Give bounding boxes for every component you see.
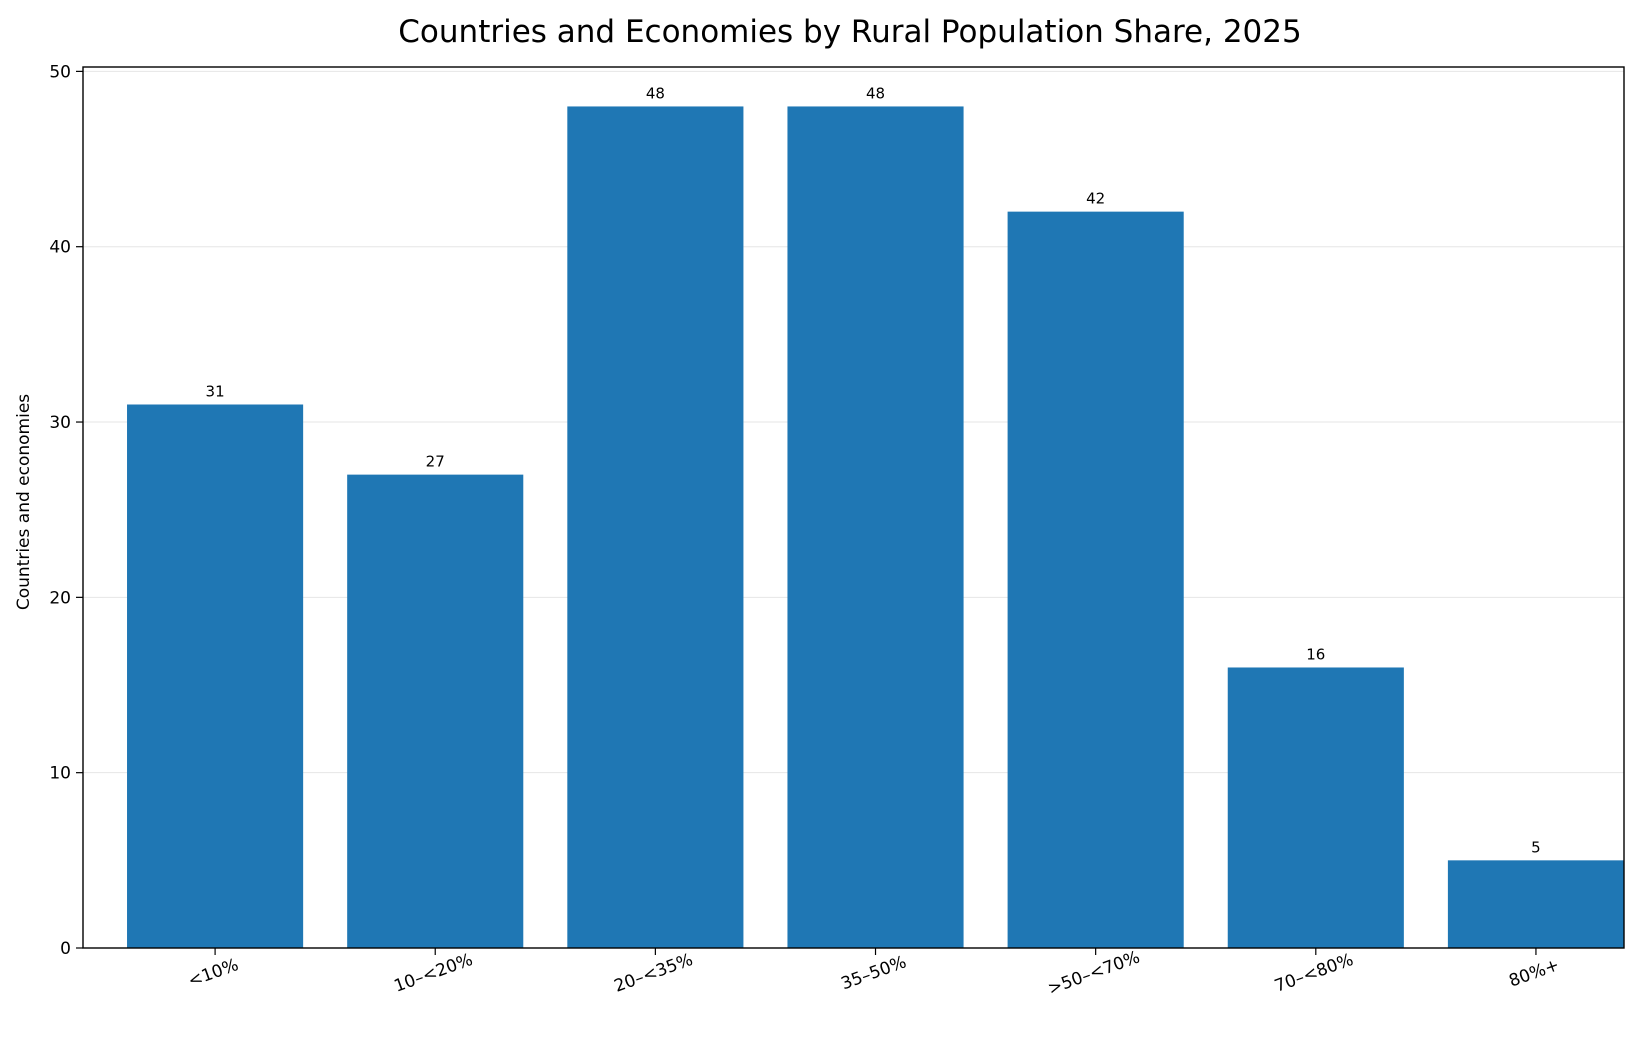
chart-title: Countries and Economies by Rural Populat… [398,14,1301,50]
bar-value-label: 48 [866,84,885,102]
bar-value-label: 27 [426,453,445,471]
plot-frame [82,66,1625,949]
x-tick-label: >50–<70% [1045,947,1142,999]
x-tick-label: 10–<20% [391,950,475,997]
x-tick-label: 20–<35% [612,950,696,997]
bar-value-label: 31 [206,382,225,400]
y-tick-label: 40 [49,238,71,258]
data-labels: 31 27 48 48 42 16 5 [206,84,1541,856]
y-tick-label: 50 [49,62,71,82]
y-tick-label: 30 [49,413,71,433]
bar-value-label: 48 [646,84,665,102]
bar [127,404,304,948]
bar [1227,667,1404,948]
bars [127,106,1624,949]
x-tick-label: 70–<80% [1272,950,1356,997]
y-axis-label: Countries and economies [14,394,34,610]
bar [1007,211,1184,948]
x-tick-label: <10% [186,955,242,992]
bar [347,474,524,948]
y-tick-label: 0 [60,939,71,959]
y-axis-ticks: 0 10 20 30 40 50 [49,62,83,959]
bar-value-label: 42 [1086,190,1105,208]
bar [567,106,744,949]
bar-value-label: 5 [1531,838,1541,856]
y-tick-label: 10 [49,764,71,784]
bar-value-label: 16 [1306,645,1325,663]
x-tick-label: 35–50% [838,952,909,994]
y-tick-label: 20 [49,588,71,608]
x-tick-label: 80%+ [1506,955,1562,992]
bar [1447,860,1624,948]
x-axis-ticks: <10% 10–<20% 20–<35% 35–50% >50–<70% 70–<80% 8… [186,947,1563,999]
bar [787,106,964,949]
